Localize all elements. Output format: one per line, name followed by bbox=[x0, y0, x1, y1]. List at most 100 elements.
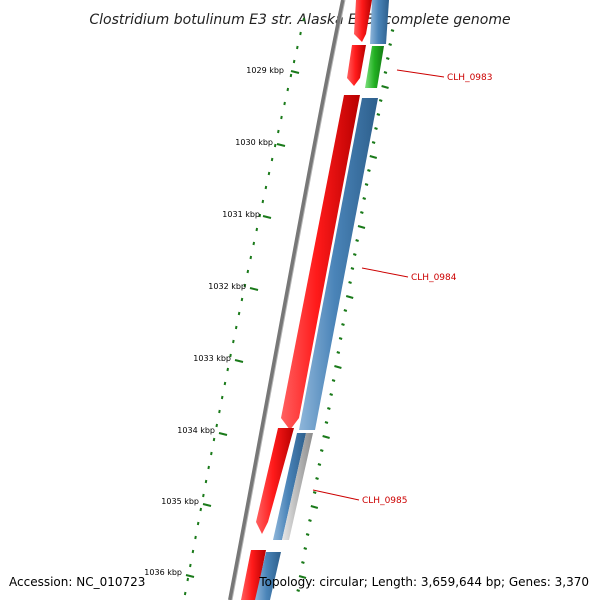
outer-tick-dot bbox=[345, 295, 354, 299]
tick-dot bbox=[226, 367, 230, 372]
outer-tick-dot bbox=[367, 169, 371, 172]
cds-forward-0984 bbox=[281, 95, 360, 430]
tick-label: 1031 kbp bbox=[222, 210, 260, 219]
tick-label: 1035 kbp bbox=[161, 497, 199, 506]
tick-dot bbox=[232, 339, 235, 344]
tick-1035: 1035 kbp bbox=[161, 497, 212, 507]
tick-dot bbox=[189, 563, 192, 568]
outer-tick-dot bbox=[319, 449, 324, 452]
outer-tick-dot bbox=[343, 309, 348, 312]
tick-dot bbox=[280, 115, 283, 120]
tick-dot bbox=[283, 101, 286, 106]
tick-1034: 1034 kbp bbox=[177, 426, 228, 436]
outer-tick-dot bbox=[374, 127, 378, 130]
outer-tick-dot bbox=[310, 505, 319, 509]
tick-dot bbox=[207, 465, 210, 470]
cds-forward-top bbox=[354, 0, 372, 42]
outer-tick-dot bbox=[296, 589, 301, 592]
tick-dot bbox=[199, 507, 203, 512]
outer-tick-dot bbox=[371, 141, 376, 144]
tick-label: 1033 kbp bbox=[193, 354, 231, 363]
gene-label-text: CLH_0984 bbox=[411, 273, 457, 283]
outer-tick-dot bbox=[357, 225, 366, 229]
outer-tick-dot bbox=[305, 533, 310, 536]
tick-1033: 1033 kbp bbox=[193, 354, 244, 363]
cds-forward-0983 bbox=[347, 45, 366, 86]
tick-1030: 1030 kbp bbox=[235, 138, 286, 147]
outer-tick-dot bbox=[336, 351, 341, 354]
gene-label-text: CLH_0983 bbox=[447, 73, 492, 83]
outer-tick-dot bbox=[383, 71, 388, 74]
cds-reverse-top bbox=[370, 0, 389, 44]
tick-dot bbox=[234, 325, 238, 330]
outer-tick-track bbox=[296, 29, 395, 592]
tick-dot bbox=[202, 493, 205, 498]
tick-dot bbox=[243, 283, 247, 288]
tick-label: 1036 kbp bbox=[144, 568, 182, 577]
outer-tick-dot bbox=[360, 211, 364, 214]
tick-dot bbox=[191, 549, 195, 554]
tick-1032: 1032 kbp bbox=[208, 282, 259, 291]
outer-tick-dot bbox=[376, 113, 381, 116]
outer-tick-dot bbox=[369, 155, 378, 159]
outer-tick-dot bbox=[378, 99, 383, 102]
tick-dot bbox=[252, 241, 256, 246]
tick-dot bbox=[292, 59, 296, 64]
genome-backbone bbox=[228, 0, 345, 600]
tick-dot bbox=[296, 45, 299, 50]
map-title: Clostridium botulinum E3 str. Alaska E43… bbox=[89, 12, 510, 28]
outer-tick-dot bbox=[388, 43, 392, 46]
tick-dot bbox=[264, 185, 268, 190]
outer-tick-dot bbox=[324, 421, 329, 424]
tick-dot bbox=[218, 409, 221, 414]
outer-tick-dot bbox=[385, 57, 390, 60]
outer-tick-dot bbox=[381, 85, 389, 89]
tick-dot bbox=[299, 31, 302, 36]
outer-tick-dot bbox=[390, 29, 395, 32]
outer-tick-dot bbox=[362, 197, 367, 200]
tick-label: 1032 kbp bbox=[208, 282, 246, 291]
outer-tick-dot bbox=[355, 239, 359, 242]
outer-tick-dot bbox=[322, 435, 330, 439]
tick-dot bbox=[196, 521, 200, 526]
outer-tick-dot bbox=[338, 337, 343, 340]
outer-tick-dot bbox=[334, 365, 342, 369]
tick-dot bbox=[212, 437, 216, 442]
feature-gray-0985 bbox=[282, 433, 313, 540]
outer-tick-dot bbox=[312, 491, 317, 494]
tick-dot bbox=[186, 577, 190, 582]
tick-dot bbox=[249, 255, 253, 260]
tick-track bbox=[183, 17, 305, 596]
tick-1036: 1036 kbp bbox=[144, 568, 195, 578]
tick-dot bbox=[289, 73, 293, 78]
kbp-ticks: 1029 kbp 1030 kbp 1031 kbp 1032 kbp 1033… bbox=[144, 66, 300, 578]
tick-label: 1034 kbp bbox=[177, 426, 215, 435]
tick-dot bbox=[286, 87, 290, 92]
outer-tick-dot bbox=[329, 393, 334, 396]
outer-tick-dot bbox=[350, 267, 355, 270]
tick-dot bbox=[261, 199, 265, 204]
outer-tick-dot bbox=[331, 379, 336, 382]
tick-dot bbox=[267, 171, 271, 176]
outer-tick-dot bbox=[303, 547, 308, 550]
tick-dot bbox=[258, 213, 262, 218]
outer-tick-dot bbox=[352, 253, 357, 256]
cds-reverse-bottom bbox=[255, 552, 281, 600]
tick-dot bbox=[229, 353, 232, 358]
tick-dot bbox=[223, 381, 227, 386]
outer-tick-dot bbox=[317, 463, 322, 466]
gene-label-clh-0985: CLH_0985 bbox=[312, 489, 407, 506]
outer-tick-dot bbox=[298, 575, 307, 579]
outer-tick-dot bbox=[308, 519, 312, 522]
gene-label-clh-0984: CLH_0984 bbox=[361, 267, 457, 283]
outer-tick-dot bbox=[341, 323, 345, 326]
tick-dot bbox=[273, 143, 277, 148]
outer-tick-dot bbox=[327, 407, 331, 410]
tick-1031: 1031 kbp bbox=[222, 210, 272, 219]
cds-reverse-0984 bbox=[299, 98, 378, 430]
tick-dot bbox=[246, 269, 250, 274]
tick-dot bbox=[302, 17, 305, 22]
tick-label: 1030 kbp bbox=[235, 138, 273, 147]
